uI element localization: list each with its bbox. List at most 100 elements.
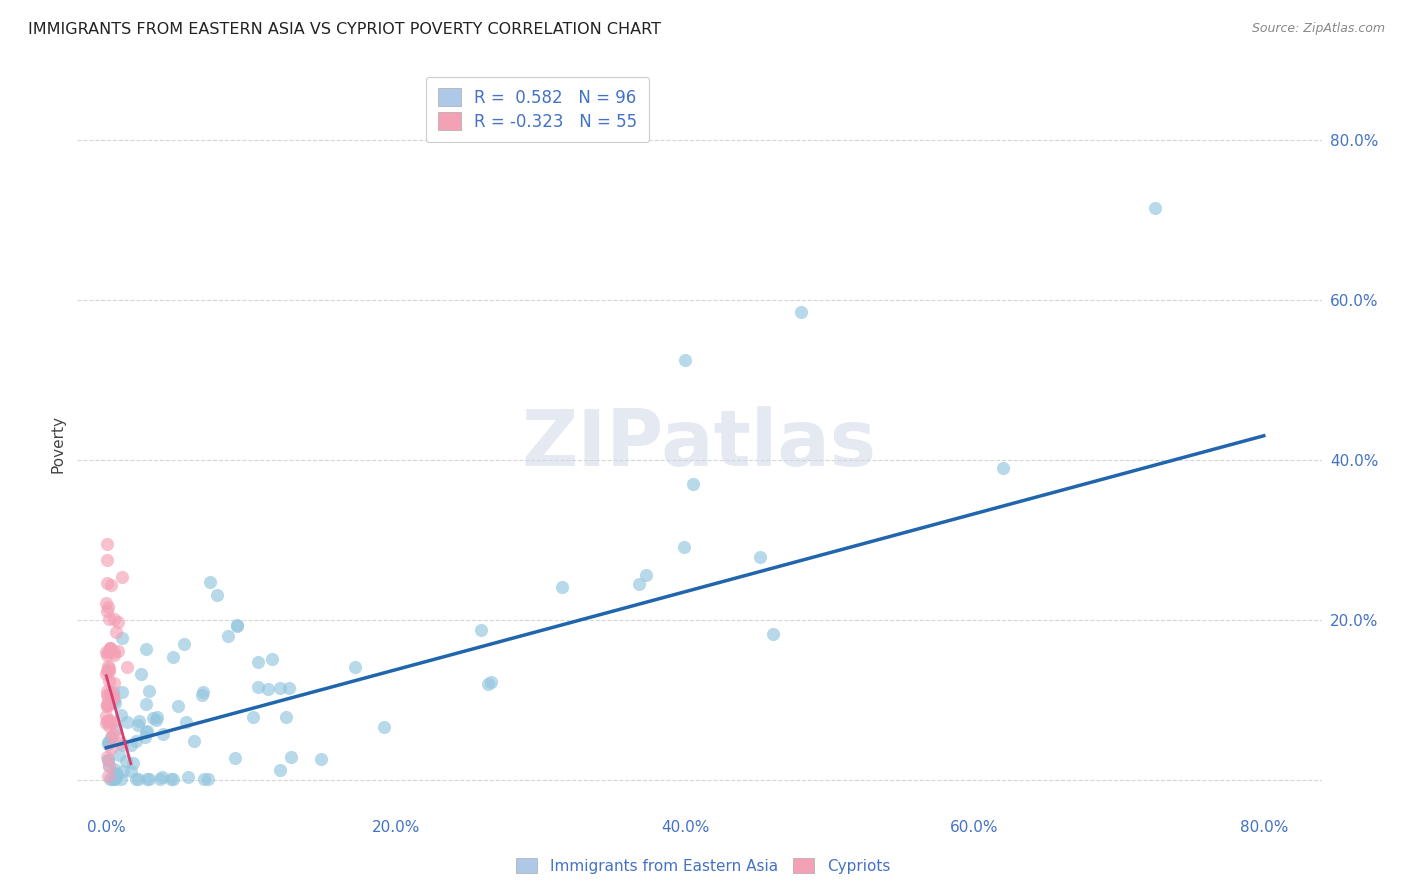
Point bbox=[127, 717, 149, 731]
Point bbox=[103, 727, 125, 741]
Point bbox=[97, 645, 120, 659]
Point bbox=[115, 714, 138, 729]
Point bbox=[96, 698, 118, 713]
Point bbox=[242, 710, 264, 724]
Point bbox=[97, 658, 120, 673]
Point bbox=[197, 772, 219, 786]
Legend: R =  0.582   N = 96, R = -0.323   N = 55: R = 0.582 N = 96, R = -0.323 N = 55 bbox=[426, 77, 650, 143]
Point bbox=[673, 352, 696, 367]
Point bbox=[98, 759, 121, 773]
Point bbox=[98, 664, 121, 678]
Point bbox=[682, 477, 704, 491]
Point bbox=[98, 642, 121, 657]
Point bbox=[627, 577, 650, 591]
Point bbox=[100, 578, 122, 592]
Point bbox=[217, 629, 239, 643]
Point bbox=[135, 772, 157, 786]
Point bbox=[551, 581, 574, 595]
Point bbox=[110, 772, 132, 786]
Point bbox=[167, 698, 190, 713]
Point bbox=[280, 750, 302, 764]
Point bbox=[107, 644, 129, 658]
Point bbox=[96, 749, 118, 764]
Point bbox=[97, 690, 120, 705]
Point bbox=[96, 709, 118, 723]
Point bbox=[97, 664, 120, 678]
Point bbox=[97, 698, 120, 713]
Point bbox=[100, 730, 122, 744]
Point bbox=[135, 724, 157, 739]
Point bbox=[636, 568, 658, 582]
Point bbox=[98, 673, 121, 688]
Point bbox=[247, 680, 270, 694]
Point bbox=[103, 644, 125, 658]
Point bbox=[205, 588, 228, 602]
Point bbox=[97, 753, 120, 767]
Point bbox=[110, 708, 132, 723]
Point bbox=[105, 767, 128, 781]
Point bbox=[96, 716, 118, 731]
Point bbox=[309, 751, 332, 765]
Point bbox=[104, 722, 127, 736]
Point bbox=[150, 770, 173, 784]
Point bbox=[103, 676, 125, 690]
Point bbox=[479, 674, 502, 689]
Point bbox=[96, 698, 118, 713]
Point bbox=[269, 763, 291, 777]
Point bbox=[98, 759, 121, 773]
Point bbox=[97, 714, 120, 728]
Point bbox=[160, 772, 183, 786]
Point bbox=[98, 719, 121, 733]
Point bbox=[224, 750, 246, 764]
Point bbox=[177, 770, 200, 784]
Point bbox=[134, 730, 156, 744]
Point bbox=[136, 724, 159, 739]
Point bbox=[97, 734, 120, 748]
Point bbox=[96, 648, 118, 662]
Point bbox=[104, 770, 127, 784]
Point bbox=[162, 649, 184, 664]
Text: Source: ZipAtlas.com: Source: ZipAtlas.com bbox=[1251, 22, 1385, 36]
Point bbox=[673, 540, 696, 554]
Point bbox=[96, 663, 118, 677]
Point bbox=[105, 624, 128, 639]
Point bbox=[120, 738, 142, 752]
Point bbox=[98, 715, 121, 730]
Point bbox=[115, 754, 138, 768]
Point bbox=[127, 772, 149, 786]
Point bbox=[96, 645, 118, 659]
Point bbox=[269, 681, 291, 695]
Point bbox=[115, 659, 138, 673]
Point bbox=[477, 677, 499, 691]
Point bbox=[98, 772, 121, 786]
Point bbox=[104, 696, 127, 710]
Point bbox=[101, 715, 124, 730]
Point bbox=[96, 714, 118, 728]
Point bbox=[103, 691, 125, 706]
Point bbox=[120, 764, 142, 778]
Point bbox=[128, 714, 150, 728]
Point bbox=[162, 772, 184, 786]
Legend: Immigrants from Eastern Asia, Cypriots: Immigrants from Eastern Asia, Cypriots bbox=[510, 852, 896, 880]
Point bbox=[97, 737, 120, 751]
Point bbox=[470, 623, 492, 637]
Point bbox=[101, 729, 124, 743]
Point bbox=[101, 772, 124, 786]
Point bbox=[96, 553, 118, 567]
Point bbox=[107, 615, 129, 629]
Point bbox=[103, 762, 125, 776]
Point bbox=[191, 685, 214, 699]
Point bbox=[152, 727, 174, 741]
Point bbox=[226, 618, 249, 632]
Point bbox=[97, 599, 120, 614]
Point bbox=[98, 612, 121, 626]
Point bbox=[104, 772, 127, 786]
Point bbox=[749, 549, 772, 564]
Point bbox=[121, 756, 143, 770]
Point bbox=[96, 697, 118, 711]
Point bbox=[142, 711, 165, 725]
Point bbox=[97, 753, 120, 767]
Point bbox=[125, 772, 148, 786]
Point bbox=[96, 684, 118, 698]
Point bbox=[344, 660, 367, 674]
